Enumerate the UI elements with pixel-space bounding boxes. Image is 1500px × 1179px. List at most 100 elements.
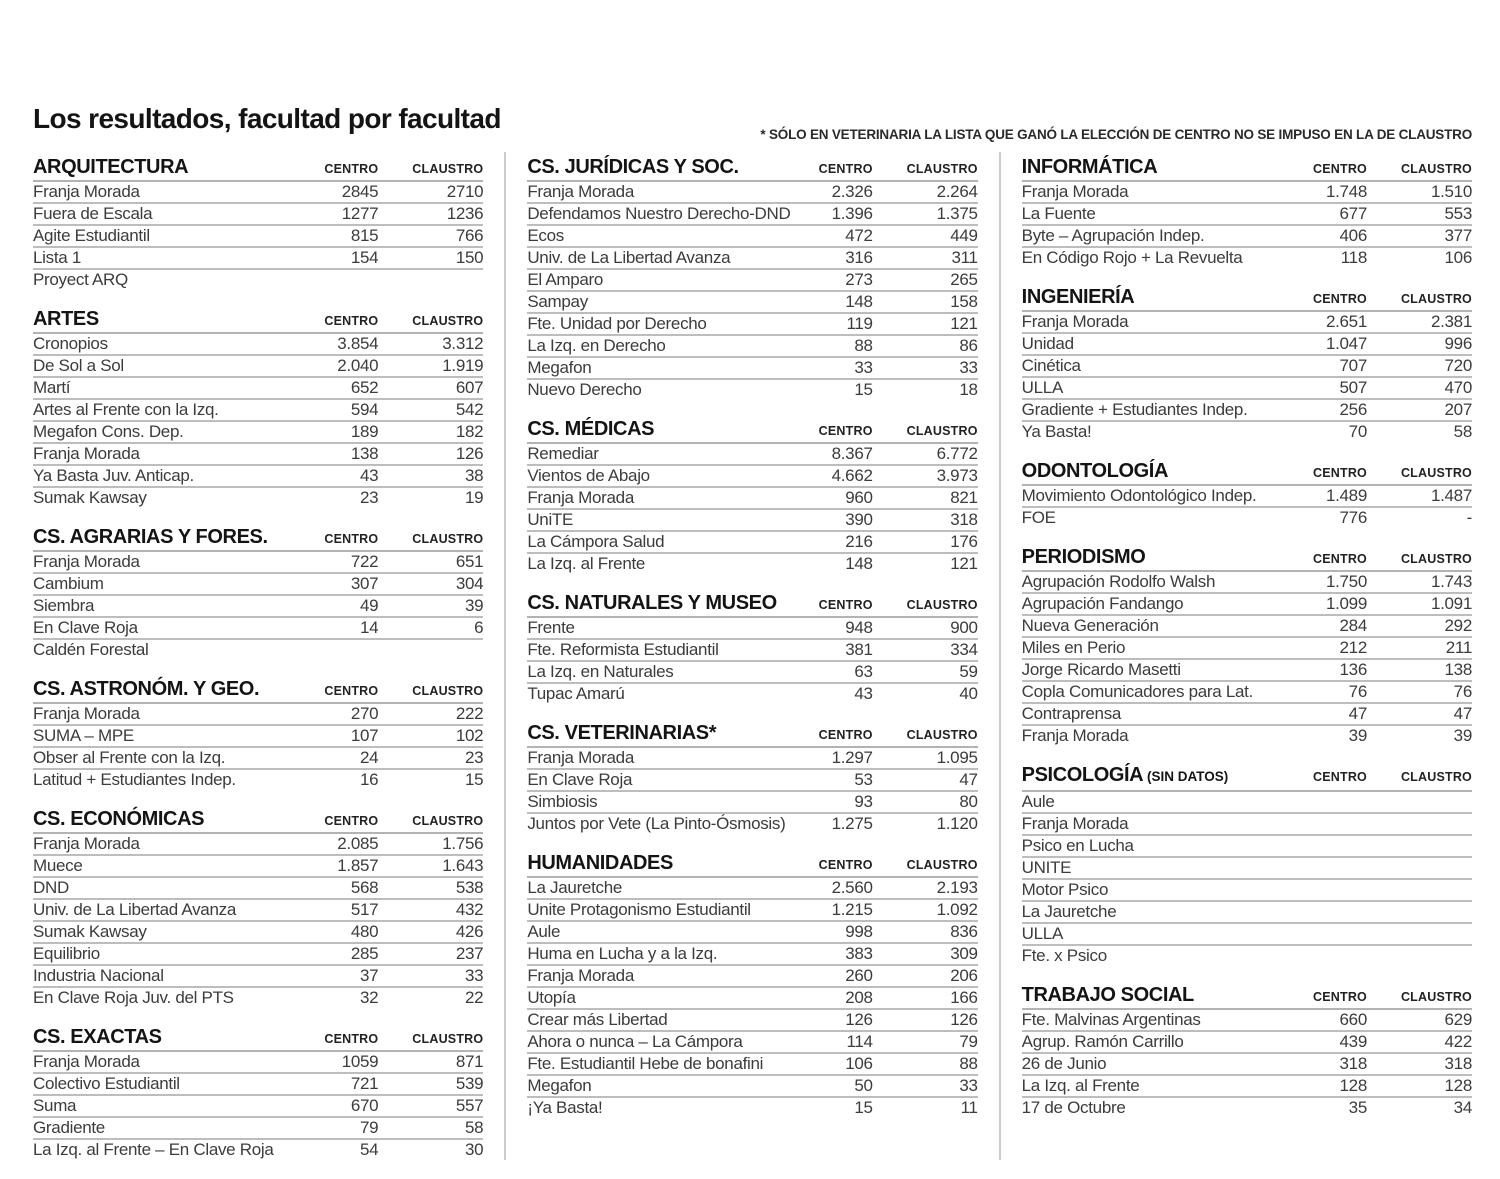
result-row: 26 de Junio 318 318 <box>1021 1054 1472 1076</box>
centro-value: 285 <box>350 944 379 963</box>
faculty-header-row: CS. JURÍDICAS Y SOC. CENTRO CLAUSTRO <box>527 152 978 182</box>
list-name: Vientos de Abajo <box>527 466 650 485</box>
faculty-section: CS. NATURALES Y MUSEO CENTRO CLAUSTRO Frent… <box>527 588 978 704</box>
result-row: Aule <box>1021 792 1472 814</box>
claustro-value: 76 <box>1453 682 1473 701</box>
centro-value: 383 <box>845 944 873 963</box>
centro-value: 439 <box>1339 1032 1368 1051</box>
claustro-value: 309 <box>950 944 978 963</box>
list-name: Agite Estudiantil <box>33 226 150 245</box>
result-row: Franja Morada 270 222 <box>33 704 484 726</box>
result-row: Vientos de Abajo 4.662 3.973 <box>527 466 978 488</box>
claustro-value: 871 <box>455 1052 484 1071</box>
claustro-value: 539 <box>455 1074 484 1093</box>
list-name: Industria Nacional <box>33 966 164 985</box>
list-name: Fte. Reformista Estudiantil <box>527 640 719 659</box>
claustro-value: 102 <box>455 726 484 745</box>
centro-column-header: CENTRO <box>818 598 873 612</box>
claustro-value: 138 <box>1444 660 1473 679</box>
claustro-value: 557 <box>455 1096 484 1115</box>
claustro-value: 1.643 <box>442 856 484 875</box>
list-name: 26 de Junio <box>1021 1054 1107 1073</box>
centro-column-header: CENTRO <box>1313 552 1367 566</box>
claustro-value: 432 <box>455 900 484 919</box>
list-name: Univ. de La Libertad Avanza <box>33 900 236 919</box>
list-name: Simbiosis <box>527 792 598 811</box>
result-row: La Izq. en Derecho 88 86 <box>527 336 978 358</box>
centro-value: 480 <box>350 922 379 941</box>
result-row: Lista 1 154 150 <box>33 248 484 270</box>
faculty-header-row: ARQUITECTURA CENTRO CLAUSTRO <box>33 152 484 182</box>
faculty-section: ARTES CENTRO CLAUSTRO Cronopios 3.854 3.312 De… <box>33 304 484 508</box>
centro-column-header: CENTRO <box>1313 466 1367 480</box>
list-name: Sampay <box>527 292 588 311</box>
column-divider-1 <box>504 152 507 1160</box>
list-name: SUMA – MPE <box>33 726 134 745</box>
centro-value: 39 <box>1348 726 1368 745</box>
result-row: Franja Morada 722 651 <box>33 552 484 574</box>
claustro-column-header: CLAUSTRO <box>906 424 978 438</box>
centro-value: 2.085 <box>337 834 379 853</box>
list-name: La Fuente <box>1021 204 1096 223</box>
list-name: UniTE <box>527 510 574 529</box>
claustro-value: 59 <box>959 662 978 681</box>
list-name: Martí <box>33 378 71 397</box>
claustro-value: 30 <box>465 1140 484 1159</box>
centro-value: 2.651 <box>1325 312 1367 331</box>
list-name: Fte. Estudiantil Hebe de bonafini <box>527 1054 764 1073</box>
centro-column-header: CENTRO <box>324 814 379 828</box>
result-row: Proyect ARQ <box>33 270 483 290</box>
list-name: Ecos <box>527 226 564 245</box>
faculty-section: PERIODISMO CENTRO CLAUSTRO Agrupación Rodol… <box>1021 542 1473 746</box>
centro-value: 23 <box>360 488 379 507</box>
centro-value: 53 <box>854 770 873 789</box>
list-name: Agrupación Rodolfo Walsh <box>1021 572 1216 591</box>
claustro-value: 39 <box>1453 726 1473 745</box>
claustro-value: 121 <box>950 554 978 573</box>
list-name: DND <box>33 878 69 897</box>
centro-value: 138 <box>350 444 379 463</box>
claustro-column-header: CLAUSTRO <box>412 162 484 176</box>
centro-value: 15 <box>854 380 873 399</box>
list-name: Franja Morada <box>1021 726 1129 745</box>
centro-value: 2.040 <box>337 356 379 375</box>
claustro-value: 3.312 <box>442 334 484 353</box>
list-name: Fte. Unidad por Derecho <box>527 314 707 333</box>
centro-value: 4.662 <box>831 466 873 485</box>
result-row: Cambium 307 304 <box>33 574 484 596</box>
centro-value: 50 <box>854 1076 873 1095</box>
result-row: La Cámpora Salud 216 176 <box>527 532 978 554</box>
result-row: Industria Nacional 37 33 <box>33 966 484 988</box>
list-name: Unidad <box>1021 334 1074 353</box>
claustro-value: 821 <box>950 488 978 507</box>
faculty-header-row: TRABAJO SOCIAL CENTRO CLAUSTRO <box>1021 980 1472 1010</box>
claustro-value: 58 <box>1453 422 1473 441</box>
claustro-value: 23 <box>465 748 484 767</box>
centro-value: 722 <box>350 552 379 571</box>
column-divider-2 <box>998 152 1001 1160</box>
faculty-name: INGENIERÍA <box>1021 286 1135 308</box>
result-row: Agite Estudiantil 815 766 <box>33 226 484 248</box>
list-name: Obser al Frente con la Izq. <box>33 748 226 767</box>
claustro-value: 2.264 <box>936 182 978 201</box>
result-row: Agrupación Rodolfo Walsh 1.750 1.743 <box>1021 572 1472 594</box>
result-row: Huma en Lucha y a la Izq. 383 309 <box>527 944 978 966</box>
centro-column-header: CENTRO <box>324 684 379 698</box>
list-name: Gradiente + Estudiantes Indep. <box>1021 400 1248 419</box>
claustro-value: 377 <box>1444 226 1473 245</box>
claustro-value: 79 <box>959 1032 978 1051</box>
claustro-value: 18 <box>959 380 978 399</box>
centro-column-header: CENTRO <box>1313 292 1367 306</box>
centro-value: 1.750 <box>1325 572 1367 591</box>
list-name: Fte. x Psico <box>1021 946 1108 965</box>
centro-column-header: CENTRO <box>1313 990 1367 1004</box>
centro-value: 256 <box>1339 400 1368 419</box>
faculty-header-row: ODONTOLOGÍA CENTRO CLAUSTRO <box>1021 456 1472 486</box>
result-row: Ya Basta! 70 58 <box>1022 422 1473 442</box>
list-name: Defendamos Nuestro Derecho-DND <box>527 204 791 223</box>
centro-value: 776 <box>1339 508 1368 527</box>
result-row: La Izq. al Frente – En Clave Roja 54 30 <box>33 1140 484 1160</box>
result-row: La Fuente 677 553 <box>1021 204 1472 226</box>
list-name: Franja Morada <box>33 444 140 463</box>
list-name: Miles en Perio <box>1021 638 1126 657</box>
